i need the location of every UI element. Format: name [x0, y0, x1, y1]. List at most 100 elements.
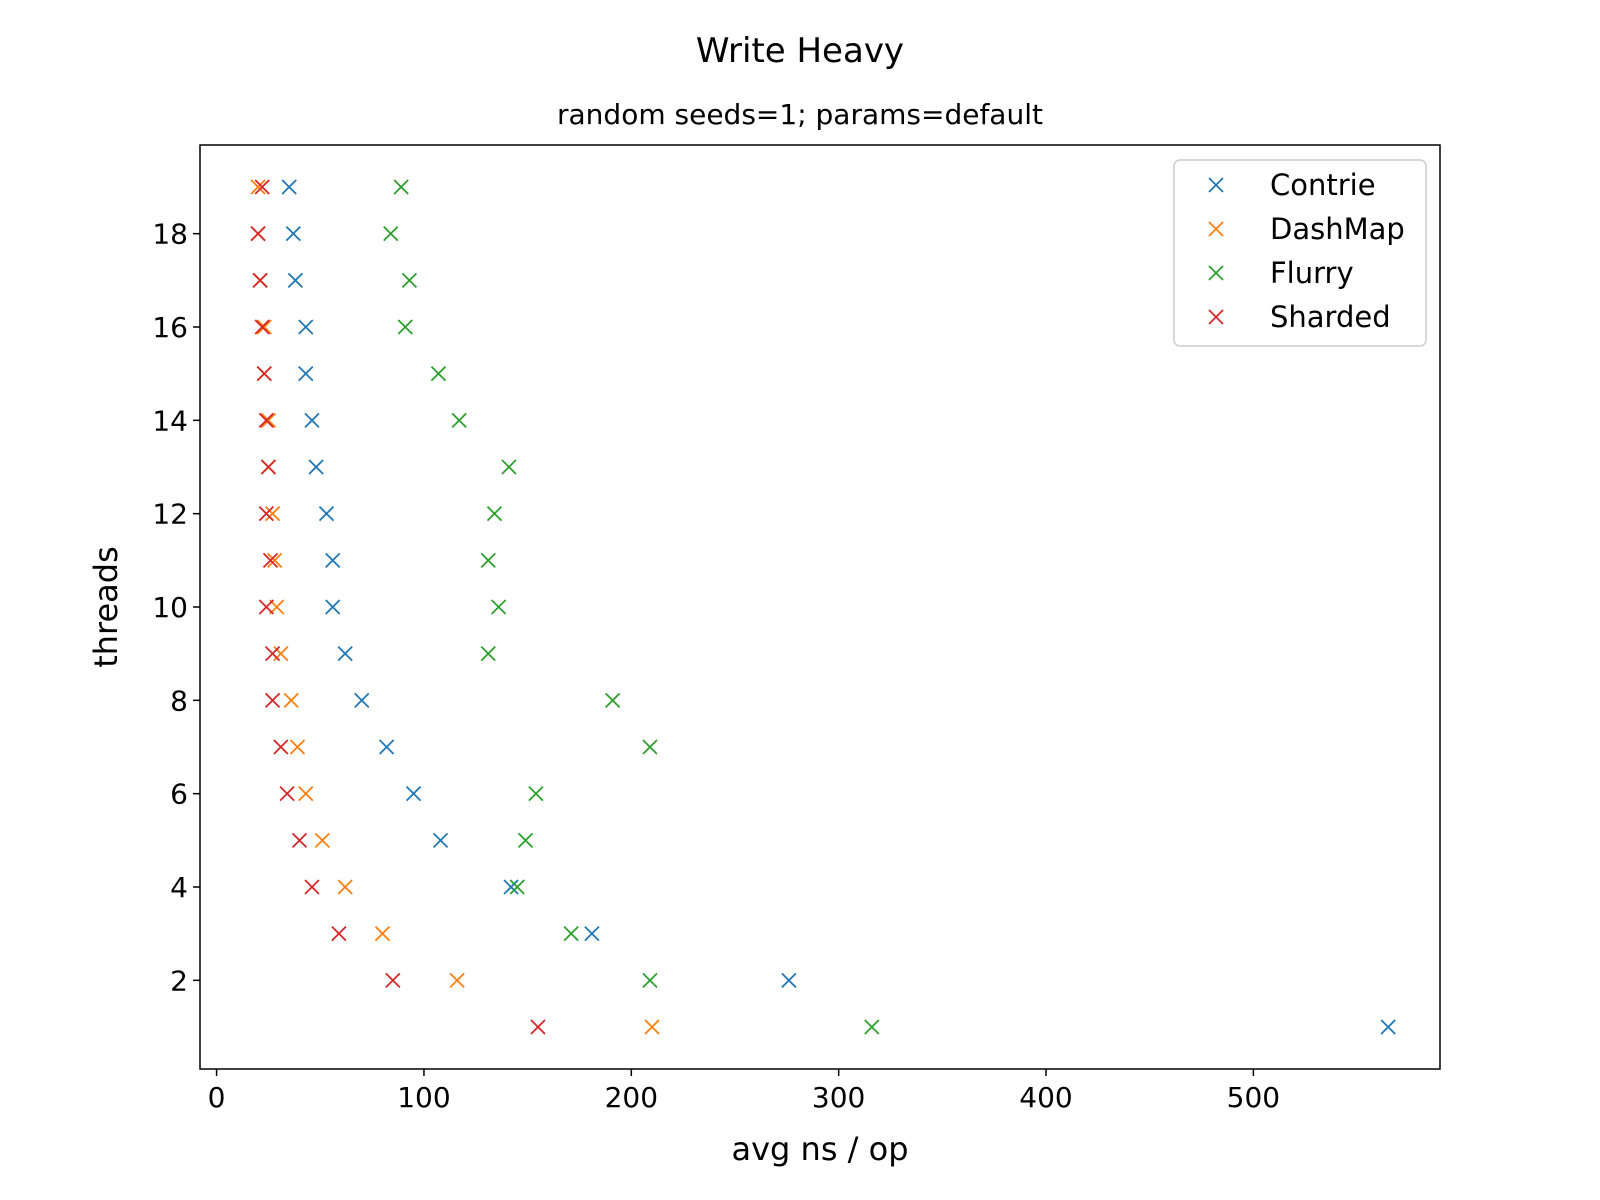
legend-marker-sharded [1208, 309, 1224, 325]
data-point-contrie [405, 786, 422, 802]
y-axis: 2 4 6 8 10 12 14 16 18 [152, 218, 200, 997]
data-point-sharded [530, 1019, 546, 1035]
data-point-contrie [325, 552, 341, 568]
x-tick-label: 300 [812, 1081, 865, 1114]
data-point-sharded [258, 412, 274, 428]
data-point-contrie [337, 646, 353, 662]
legend: Contrie DashMap Flurry Sharded [1173, 159, 1427, 347]
data-point-contrie [287, 272, 304, 288]
data-point-dashmap [298, 786, 314, 802]
data-point-flurry [480, 552, 496, 568]
y-tick-label: 6 [170, 778, 188, 811]
data-point-flurry [490, 599, 507, 615]
data-point-dashmap [374, 926, 391, 942]
data-point-sharded [262, 552, 279, 568]
data-point-contrie [308, 459, 324, 475]
legend-label-dashmap: DashMap [1270, 212, 1405, 246]
chart-subtitle: random seeds=1; params=default [557, 98, 1043, 131]
y-tick-label: 4 [170, 871, 188, 904]
x-axis: 0 100 200 300 400 500 [208, 1069, 1280, 1114]
data-point-dashmap [267, 552, 283, 568]
data-point-dashmap [273, 646, 289, 662]
data-point-sharded [304, 879, 320, 895]
y-tick-label: 8 [170, 684, 188, 717]
data-point-dashmap [260, 412, 277, 428]
y-tick-label: 10 [152, 591, 188, 624]
data-point-sharded [254, 179, 270, 195]
data-point-contrie [781, 972, 797, 988]
data-point-contrie [432, 832, 449, 848]
y-tick-label: 2 [170, 964, 188, 997]
data-point-dashmap [449, 972, 465, 988]
data-point-contrie [1380, 1019, 1396, 1035]
x-tick-label: 0 [208, 1081, 226, 1114]
data-point-dashmap [250, 179, 266, 195]
data-point-flurry [401, 272, 418, 288]
data-point-contrie [304, 412, 320, 428]
data-point-flurry [642, 739, 658, 755]
data-point-sharded [279, 786, 295, 802]
data-point-flurry [528, 786, 544, 802]
data-point-contrie [354, 692, 370, 708]
data-point-dashmap [644, 1019, 660, 1035]
data-point-sharded [252, 272, 268, 288]
data-point-sharded [254, 319, 270, 335]
y-tick-label: 16 [152, 311, 188, 344]
data-point-dashmap [264, 506, 281, 522]
data-point-sharded [258, 599, 274, 615]
x-axis-label: avg ns / op [732, 1130, 909, 1168]
legend-marker-contrie [1208, 177, 1224, 193]
data-point-sharded [264, 646, 281, 662]
data-point-flurry [563, 926, 579, 942]
data-point-flurry [501, 459, 517, 475]
legend-marker-flurry [1208, 265, 1224, 281]
legend-label-sharded: Sharded [1270, 300, 1391, 334]
chart-title: Write Heavy [696, 31, 904, 71]
data-point-dashmap [283, 692, 299, 708]
data-point-contrie [318, 506, 335, 522]
data-point-flurry [509, 879, 525, 895]
data-point-sharded [385, 972, 401, 988]
data-point-flurry [517, 832, 534, 848]
data-point-contrie [325, 599, 341, 615]
data-point-contrie [281, 179, 297, 195]
data-point-sharded [273, 739, 289, 755]
x-tick-label: 400 [1019, 1081, 1072, 1114]
data-point-sharded [256, 366, 272, 382]
data-point-sharded [264, 692, 281, 708]
data-point-flurry [605, 692, 621, 708]
x-tick-label: 200 [605, 1081, 658, 1114]
data-point-sharded [258, 506, 274, 522]
data-point-contrie [584, 926, 600, 942]
legend-box [1173, 159, 1427, 347]
data-point-contrie [378, 739, 395, 755]
data-point-sharded [331, 926, 347, 942]
data-point-flurry [393, 179, 409, 195]
data-point-sharded [291, 832, 308, 848]
data-point-dashmap [337, 879, 353, 895]
data-point-sharded [250, 226, 266, 242]
y-axis-label: threads [87, 546, 125, 668]
legend-marker-dashmap [1208, 221, 1224, 237]
y-tick-label: 12 [152, 498, 188, 531]
plot-area [250, 179, 1396, 1035]
data-point-dashmap [314, 832, 330, 848]
data-point-flurry [451, 412, 467, 428]
data-point-flurry [864, 1019, 880, 1035]
x-tick-label: 500 [1227, 1081, 1280, 1114]
data-point-flurry [486, 506, 503, 522]
data-point-sharded [260, 459, 277, 475]
legend-label-flurry: Flurry [1270, 256, 1354, 290]
data-point-flurry [383, 226, 399, 242]
legend-label-contrie: Contrie [1270, 168, 1376, 202]
x-tick-label: 100 [397, 1081, 450, 1114]
data-point-contrie [285, 226, 301, 242]
data-point-contrie [298, 366, 314, 382]
data-point-flurry [642, 972, 658, 988]
data-point-flurry [480, 646, 496, 662]
data-point-dashmap [256, 319, 272, 335]
data-point-dashmap [289, 739, 306, 755]
data-point-flurry [397, 319, 413, 335]
data-point-contrie [298, 319, 314, 335]
